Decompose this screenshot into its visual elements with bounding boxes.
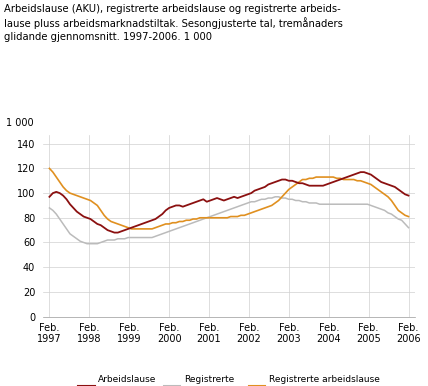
Text: Arbeidslause (AKU), registrerte arbeidslause og registrerte arbeids-
lause pluss: Arbeidslause (AKU), registrerte arbeidsl… xyxy=(4,4,343,42)
Text: 1 000: 1 000 xyxy=(6,118,33,128)
Legend: Arbeidslause
(AKU), Registrerte
arbeidslause, Registrerte arbeidslause
+ tiltak: Arbeidslause (AKU), Registrerte arbeidsl… xyxy=(78,376,380,386)
